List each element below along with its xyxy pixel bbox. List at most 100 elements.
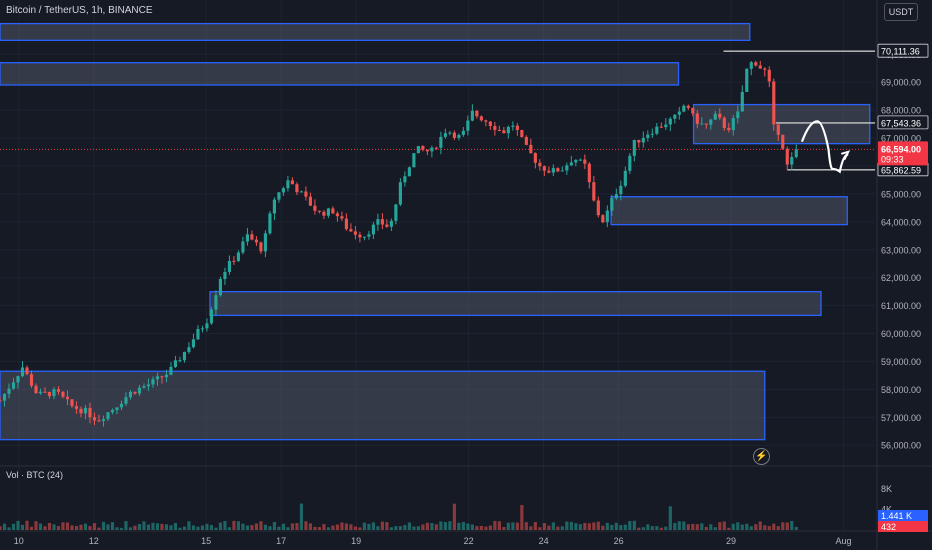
candle-body xyxy=(349,229,353,232)
volume-bar xyxy=(124,521,128,530)
candle-body xyxy=(277,192,281,200)
candle-body xyxy=(250,234,254,240)
candle-body xyxy=(641,137,645,143)
volume-bar xyxy=(416,526,420,530)
volume-bar xyxy=(686,524,690,530)
candle-body xyxy=(7,388,11,394)
candle-body xyxy=(196,329,200,340)
volume-bar xyxy=(587,523,591,530)
candle-body xyxy=(722,117,726,128)
candle-body xyxy=(245,234,250,242)
volume-bar xyxy=(502,527,506,530)
volume-bar xyxy=(538,527,542,530)
candle-body xyxy=(592,182,596,201)
volume-bar xyxy=(191,525,196,530)
price-tick-label: 59,000.00 xyxy=(881,357,921,367)
candle-body xyxy=(254,239,259,243)
candle-body xyxy=(524,137,528,145)
candle-body xyxy=(479,116,483,121)
volume-bar xyxy=(619,524,623,530)
candle-body xyxy=(632,139,636,156)
volume-bar xyxy=(493,520,497,530)
volume-bar xyxy=(227,527,232,530)
volume-bar xyxy=(569,521,573,530)
candle-body xyxy=(223,271,227,280)
candle-body xyxy=(619,185,623,195)
volume-bar xyxy=(659,527,663,530)
volume-bar xyxy=(776,526,780,530)
candle-body xyxy=(673,114,677,119)
currency-button[interactable]: USDT xyxy=(884,3,918,21)
candle-body xyxy=(754,62,758,66)
volume-bar xyxy=(578,524,582,530)
price-tick-label: 56,000.00 xyxy=(881,441,921,451)
candle-body xyxy=(124,397,128,404)
volume-bar xyxy=(709,524,713,530)
candle-body xyxy=(47,391,52,397)
candle-body xyxy=(286,180,290,189)
volume-bar xyxy=(700,523,704,530)
candle-body xyxy=(668,118,672,125)
candle-body xyxy=(781,134,785,149)
volume-bar xyxy=(164,524,169,530)
volume-bar xyxy=(668,506,672,530)
candle-body xyxy=(785,148,789,165)
candle-body xyxy=(317,210,321,212)
volume-bar xyxy=(322,524,326,530)
time-tick-label: 17 xyxy=(276,536,286,546)
volume-bar xyxy=(52,524,56,530)
volume-bar xyxy=(394,526,398,530)
candle-body xyxy=(65,396,70,400)
candle-body xyxy=(533,153,537,163)
volume-bar xyxy=(308,523,312,530)
candle-body xyxy=(515,125,519,130)
volume-bar xyxy=(785,522,789,530)
candle-body xyxy=(25,367,29,375)
volume-bar xyxy=(515,522,519,530)
candle-body xyxy=(335,213,339,217)
volume-bar xyxy=(637,527,641,530)
zone-box xyxy=(0,370,766,441)
candle-body xyxy=(740,91,744,112)
volume-bar xyxy=(263,524,267,530)
volume-bar xyxy=(344,523,348,530)
volume-bar xyxy=(349,524,353,530)
volume-bar xyxy=(110,522,115,530)
candle-body xyxy=(403,176,407,183)
volume-bar xyxy=(506,522,510,530)
candle-body xyxy=(493,126,497,130)
volume-bar xyxy=(331,525,335,530)
price-tick-label: 61,000.00 xyxy=(881,301,921,311)
candle-body xyxy=(178,360,182,362)
candle-body xyxy=(448,132,452,134)
volume-bar xyxy=(128,527,133,530)
volume-bar xyxy=(664,526,668,530)
candle-body xyxy=(380,219,384,225)
price-tick-label: 64,000.00 xyxy=(881,217,921,227)
volume-bar xyxy=(353,526,357,530)
candle-body xyxy=(358,234,362,238)
volume-bar xyxy=(763,525,767,530)
candle-body xyxy=(2,393,7,401)
candle-body xyxy=(610,198,614,211)
candle-body xyxy=(623,170,627,186)
candle-body xyxy=(128,391,133,398)
last-price-badge xyxy=(878,141,928,166)
price-tick-label: 69,000.00 xyxy=(881,78,921,88)
candle-body xyxy=(763,68,767,70)
volume-bar xyxy=(259,521,263,530)
candle-body xyxy=(412,153,416,168)
volume-bar xyxy=(439,521,443,530)
candle-body xyxy=(0,400,2,402)
volume-bar xyxy=(65,522,70,530)
candle-body xyxy=(605,210,609,223)
volume-bar xyxy=(461,522,465,530)
level-badge-label: 67,543.36 xyxy=(881,118,921,128)
bolt-icon[interactable]: ⚡ xyxy=(753,448,770,465)
volume-bar xyxy=(718,522,722,530)
candle-body xyxy=(218,279,223,296)
volume-bar xyxy=(488,525,492,530)
volume-bar xyxy=(223,521,227,530)
volume-bar xyxy=(97,527,101,530)
